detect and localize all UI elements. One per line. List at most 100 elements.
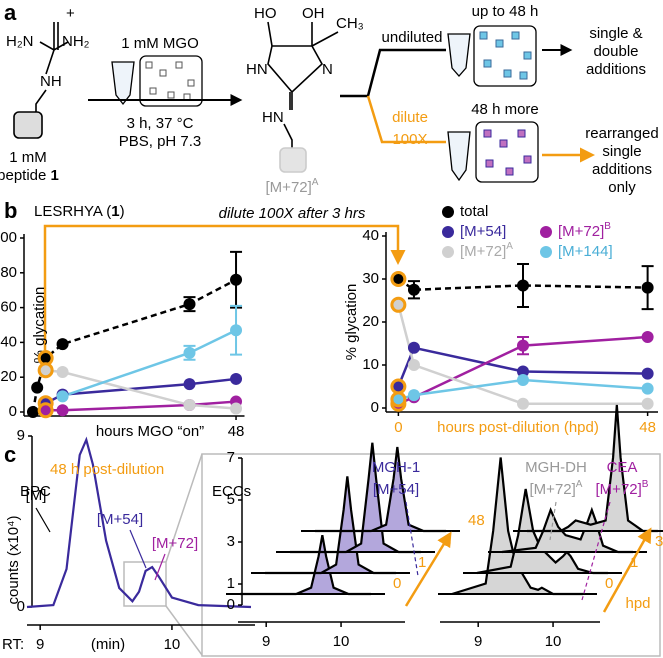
trace-label: 1 bbox=[630, 554, 638, 571]
conditions: 3 h, 37 °C bbox=[127, 115, 194, 132]
trace-label: 48 bbox=[468, 512, 485, 529]
legend-label: [M+144] bbox=[558, 243, 613, 260]
x-axis-prefix: RT: bbox=[2, 636, 24, 653]
annotation: [M+72] bbox=[530, 481, 576, 498]
y-tick-label: 100 bbox=[0, 229, 17, 246]
dilute: dilute bbox=[392, 109, 428, 126]
x-tick-label: 9 bbox=[474, 633, 482, 650]
legend-label-sup: B bbox=[604, 221, 611, 232]
atom: HO bbox=[254, 5, 277, 22]
annotation: [M+54] bbox=[373, 481, 419, 498]
annotation: [M+72] bbox=[152, 535, 198, 552]
dilute: 100X bbox=[392, 131, 427, 148]
trace bbox=[527, 404, 658, 533]
leader bbox=[581, 501, 611, 601]
annotation: [M+72] bbox=[596, 481, 642, 498]
y-tick-label: 7 bbox=[227, 449, 235, 466]
peak-area bbox=[477, 489, 608, 573]
product-label: [M+72]A bbox=[266, 177, 319, 196]
atom: NH₂ bbox=[62, 33, 90, 50]
atom: N bbox=[322, 61, 333, 78]
product-label-sup: A bbox=[312, 177, 319, 188]
tube bbox=[447, 33, 471, 182]
series-line bbox=[397, 346, 648, 387]
result: additions bbox=[586, 61, 646, 78]
point bbox=[407, 341, 420, 354]
point bbox=[56, 338, 69, 351]
zoom-frame bbox=[123, 453, 661, 657]
reactant-number: 1 bbox=[51, 167, 59, 184]
series-line bbox=[397, 277, 648, 292]
point bbox=[183, 298, 196, 311]
y-tick-label: 40 bbox=[362, 227, 379, 244]
result: rearranged bbox=[585, 125, 658, 142]
y-tick-label: 10 bbox=[362, 356, 379, 373]
annotation: MGH-1 bbox=[372, 459, 420, 476]
legend-label: total bbox=[460, 203, 488, 220]
y-tick-label: 0 bbox=[17, 598, 25, 615]
legend-marker bbox=[442, 246, 454, 258]
y-tick-label: 0 bbox=[227, 596, 235, 613]
reactant bbox=[13, 22, 69, 139]
annotation: MGH-DH bbox=[525, 459, 587, 476]
reagent: 1 mM MGO bbox=[121, 35, 199, 52]
trace-label: 1 bbox=[418, 554, 426, 571]
point bbox=[641, 382, 654, 395]
panel-label: BPC bbox=[20, 483, 51, 500]
atom: H₂N bbox=[6, 33, 34, 50]
trace bbox=[315, 446, 446, 533]
atom: HN bbox=[262, 109, 284, 126]
annotation: [M+54] bbox=[373, 481, 419, 498]
point bbox=[517, 339, 529, 352]
x-axis-label: (min) bbox=[91, 636, 125, 653]
trace bbox=[290, 442, 421, 554]
annotation: MGH-1 bbox=[372, 459, 420, 476]
point bbox=[390, 391, 407, 408]
point bbox=[37, 362, 54, 379]
y-tick-label: 20 bbox=[0, 368, 17, 385]
point bbox=[407, 283, 420, 296]
point bbox=[407, 389, 420, 402]
point bbox=[230, 372, 243, 385]
y-tick-label: 80 bbox=[0, 264, 17, 281]
series-line bbox=[45, 368, 237, 410]
peptide: LESRHYA ( bbox=[34, 203, 111, 220]
point bbox=[641, 281, 654, 294]
tube bbox=[111, 61, 135, 106]
atom: + bbox=[66, 5, 75, 22]
leader bbox=[405, 501, 419, 577]
annotation: [M+54] bbox=[97, 511, 143, 528]
x-tick-label: 10 bbox=[545, 633, 562, 650]
result: single & bbox=[589, 25, 642, 42]
y-axis-label: counts (x10⁴) bbox=[5, 516, 22, 605]
legend-marker bbox=[442, 226, 454, 238]
x-axis-label: hours post-dilution (hpd) bbox=[437, 419, 599, 436]
mgo-box bbox=[139, 55, 203, 107]
time: up to 48 h bbox=[472, 3, 539, 20]
y-axis-label: % glycation bbox=[343, 284, 360, 361]
panel-label: a bbox=[4, 0, 17, 25]
panel-label: ECCs bbox=[212, 483, 251, 500]
trace bbox=[240, 535, 371, 596]
dilution-note: dilute 100X after 3 hrs bbox=[219, 205, 366, 222]
point bbox=[641, 367, 654, 380]
leader bbox=[129, 529, 147, 569]
atom: HN bbox=[246, 61, 268, 78]
annotation: CEA bbox=[607, 459, 638, 476]
y-axis-label: % glycation bbox=[31, 287, 48, 364]
point bbox=[183, 378, 196, 391]
branch bbox=[340, 48, 446, 98]
point bbox=[230, 273, 243, 286]
hpd-arrow bbox=[602, 527, 652, 613]
atom: CH₃ bbox=[336, 15, 364, 32]
y-tick-label: 3 bbox=[227, 533, 235, 550]
panel-label: b bbox=[4, 198, 17, 223]
point bbox=[230, 402, 243, 415]
point bbox=[26, 406, 39, 418]
product bbox=[267, 21, 339, 173]
y-tick-label: 5 bbox=[227, 491, 235, 508]
x-tick-label: 0 bbox=[394, 419, 402, 436]
peak-area bbox=[502, 510, 633, 552]
legend-label: [M+144] bbox=[558, 243, 613, 260]
